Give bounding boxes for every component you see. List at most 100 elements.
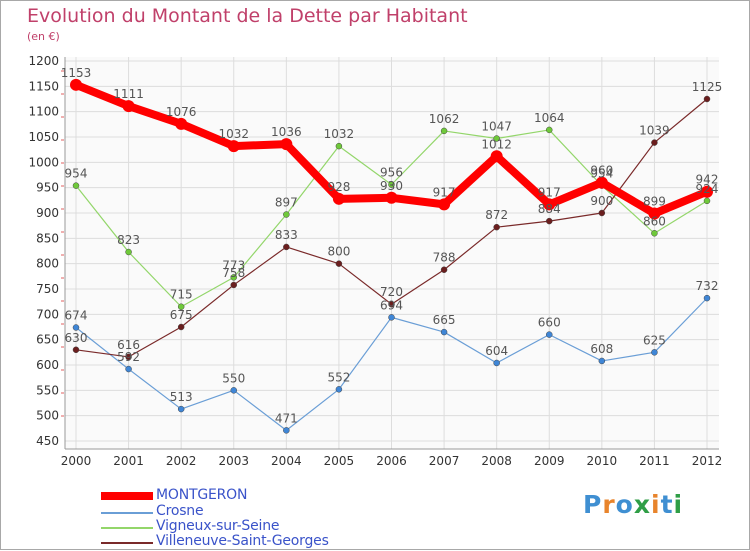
- data-label-crosne: 674: [65, 309, 88, 323]
- data-label-vigneux-sur-seine: 860: [643, 214, 666, 228]
- data-label-montgeron: 960: [590, 164, 613, 178]
- data-point-villeneuve-saint-georges: [125, 353, 132, 361]
- data-label-vigneux-sur-seine: 954: [590, 167, 613, 181]
- data-point-vigneux-sur-seine: [72, 182, 80, 189]
- x-tick-label: 2008: [481, 454, 512, 468]
- data-point-vigneux-sur-seine: [493, 135, 500, 142]
- data-point-vigneux-sur-seine: [388, 181, 395, 188]
- legend-swatch-villeneuve: [101, 542, 153, 544]
- data-label-montgeron: 928: [327, 180, 350, 194]
- data-point-villeneuve-saint-georges: [72, 346, 80, 354]
- data-point-villeneuve-saint-georges: [283, 243, 290, 251]
- y-tick-label: 500: [36, 409, 59, 423]
- data-label-montgeron: 1036: [271, 125, 302, 139]
- y-tick-label: 850: [36, 231, 59, 245]
- data-label-crosne: 732: [696, 279, 719, 293]
- x-tick-label: 2002: [166, 454, 197, 468]
- data-point-crosne: [125, 365, 132, 373]
- data-label-villeneuve-saint-georges: 800: [327, 245, 350, 259]
- data-label-montgeron: 1012: [481, 137, 512, 151]
- data-point-vigneux-sur-seine: [703, 197, 711, 205]
- data-label-vigneux-sur-seine: 897: [275, 196, 298, 210]
- data-point-vigneux-sur-seine: [283, 211, 290, 218]
- data-label-villeneuve-saint-georges: 758: [222, 266, 245, 280]
- data-label-crosne: 550: [222, 371, 245, 385]
- data-label-villeneuve-saint-georges: 872: [485, 208, 508, 222]
- data-point-crosne: [335, 386, 343, 393]
- data-label-villeneuve-saint-georges: 788: [433, 251, 456, 265]
- data-point-crosne: [703, 294, 711, 302]
- data-label-montgeron: 942: [696, 173, 719, 187]
- data-label-vigneux-sur-seine: 773: [222, 258, 245, 272]
- logo-letter: P: [583, 490, 603, 519]
- x-tick-label: 2012: [692, 454, 723, 468]
- legend-swatch-crosne: [101, 512, 153, 514]
- data-point-villeneuve-saint-georges: [546, 217, 553, 225]
- y-tick-label: 1100: [28, 105, 59, 119]
- data-point-montgeron: [385, 191, 398, 204]
- data-label-crosne: 625: [643, 333, 666, 347]
- x-tick-label: 2007: [429, 454, 460, 468]
- logo-letter: r: [602, 490, 616, 519]
- data-label-crosne: 660: [538, 316, 561, 330]
- data-point-villeneuve-saint-georges: [703, 95, 711, 103]
- data-point-vigneux-sur-seine: [546, 126, 553, 134]
- logo-letter: x: [633, 490, 651, 519]
- data-label-villeneuve-saint-georges: 1125: [692, 80, 723, 94]
- data-point-montgeron: [701, 185, 713, 198]
- data-label-vigneux-sur-seine: 954: [65, 167, 88, 181]
- data-label-villeneuve-saint-georges: 630: [65, 331, 88, 345]
- y-tick-label: 650: [36, 333, 59, 347]
- data-point-crosne: [651, 349, 658, 356]
- y-tick-label: 1200: [28, 54, 59, 68]
- x-tick-label: 2003: [218, 454, 249, 468]
- data-label-crosne: 592: [117, 350, 140, 364]
- legend-label: MONTGERON: [156, 487, 248, 503]
- data-label-crosne: 552: [327, 370, 350, 384]
- data-label-vigneux-sur-seine: 823: [117, 233, 140, 247]
- legend-swatch-vigneux: [101, 527, 153, 529]
- data-label-villeneuve-saint-georges: 884: [538, 202, 561, 216]
- data-point-crosne: [283, 427, 290, 434]
- y-tick-label: 1050: [28, 130, 59, 144]
- data-point-vigneux-sur-seine: [440, 127, 448, 135]
- data-point-vigneux-sur-seine: [335, 142, 343, 150]
- x-tick-label: 2001: [113, 454, 144, 468]
- data-point-vigneux-sur-seine: [177, 303, 185, 310]
- y-tick-label: 450: [36, 434, 59, 448]
- data-point-villeneuve-saint-georges: [651, 139, 658, 146]
- logo-letter: i: [651, 490, 661, 519]
- y-tick-label: 950: [36, 181, 59, 195]
- data-label-crosne: 608: [590, 342, 613, 356]
- data-label-crosne: 604: [485, 344, 508, 358]
- data-point-montgeron: [332, 192, 345, 205]
- data-point-crosne: [388, 314, 395, 321]
- data-label-crosne: 471: [275, 411, 298, 425]
- data-label-vigneux-sur-seine: 1047: [481, 120, 512, 134]
- data-label-crosne: 513: [170, 390, 193, 404]
- logo-letter: o: [615, 490, 634, 519]
- data-point-vigneux-sur-seine: [230, 274, 237, 281]
- legend-label: Villeneuve-Saint-Georges: [156, 533, 329, 549]
- data-label-villeneuve-saint-georges: 675: [170, 308, 193, 322]
- data-point-crosne: [440, 328, 448, 336]
- data-label-vigneux-sur-seine: 715: [170, 288, 193, 302]
- data-point-montgeron: [595, 176, 608, 189]
- chart-subtitle: (en €): [27, 30, 60, 43]
- y-tick-label: 1150: [28, 79, 59, 93]
- data-point-villeneuve-saint-georges: [177, 323, 185, 331]
- data-label-montgeron: 1032: [218, 127, 249, 141]
- proxiti-logo: Proxiti: [583, 490, 683, 519]
- data-point-montgeron: [543, 198, 556, 211]
- data-label-montgeron: 1076: [166, 105, 197, 119]
- data-label-crosne: 694: [380, 298, 403, 312]
- data-point-crosne: [177, 405, 185, 413]
- data-point-montgeron: [490, 150, 503, 163]
- chart-title: Evolution du Montant de la Dette par Hab…: [27, 5, 468, 27]
- data-point-villeneuve-saint-georges: [493, 223, 500, 231]
- data-point-crosne: [230, 387, 237, 394]
- y-tick-label: 700: [36, 307, 59, 321]
- data-point-villeneuve-saint-georges: [230, 281, 237, 289]
- data-point-villeneuve-saint-georges: [335, 260, 343, 267]
